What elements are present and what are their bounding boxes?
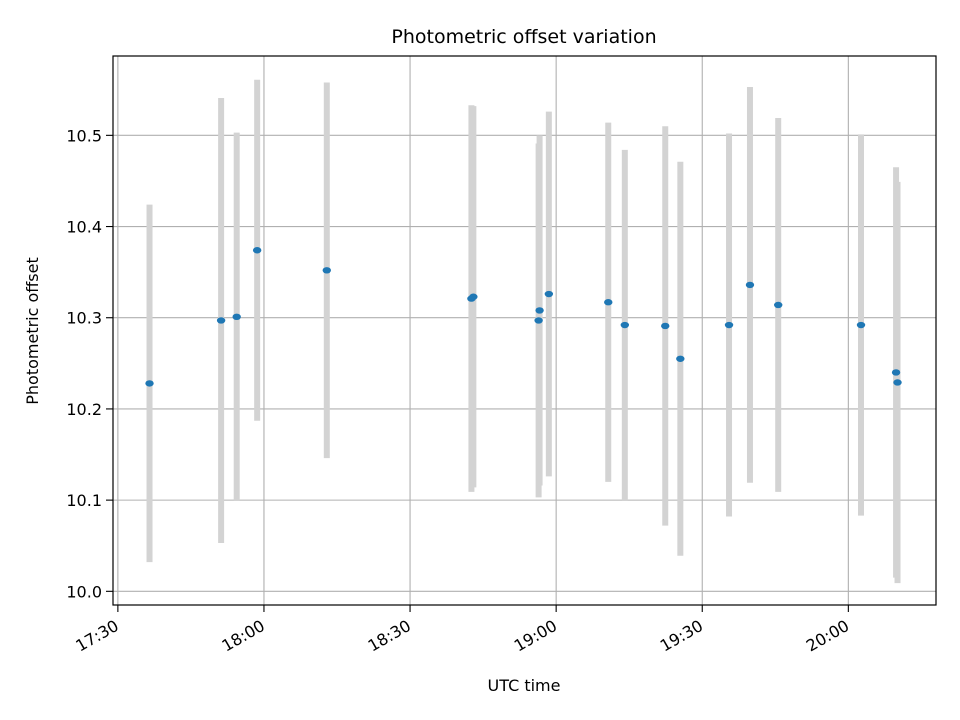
data-point [216,317,226,324]
data-point [724,321,734,329]
gridlines [113,56,936,605]
x-tick-label: 19:00 [511,616,560,656]
y-tick-label: 10.4 [66,218,102,237]
data-point [145,380,154,387]
y-tick-label: 10.0 [66,582,102,601]
data-point [893,379,902,386]
data-point [252,247,262,254]
y-tick-label: 10.5 [66,126,102,145]
data-point [745,281,755,289]
x-tick-label: 18:30 [365,616,414,656]
data-point [232,313,241,321]
data-point [535,307,544,314]
x-tick-label: 20:00 [803,616,852,656]
data-point [661,322,670,330]
x-tick-label: 18:00 [219,616,268,656]
y-axis-ticks: 10.0 10.1 10.2 10.3 10.4 10.5 [66,126,113,601]
x-tick-label: 17:30 [72,616,121,656]
data-point [534,317,543,324]
y-tick-label: 10.2 [66,400,102,419]
chart-title: Photometric offset variation [391,26,656,48]
plot-frame [112,55,937,606]
error-bars [146,79,901,584]
x-axis-label: UTC time [488,676,561,695]
y-tick-label: 10.1 [66,491,102,510]
data-point [544,290,554,298]
data-point [676,355,685,362]
data-points [145,247,902,387]
data-point [620,321,630,329]
x-tick-label: 19:30 [657,616,706,656]
x-axis-ticks: 17:30 18:00 18:30 19:00 19:30 20:00 [72,605,852,656]
data-point [856,321,866,329]
y-axis-label: Photometric offset [23,257,42,405]
data-point [891,369,901,376]
data-point [469,293,478,300]
data-point [774,301,783,309]
y-tick-label: 10.3 [66,309,102,328]
data-point [604,299,613,306]
data-point [322,267,331,274]
